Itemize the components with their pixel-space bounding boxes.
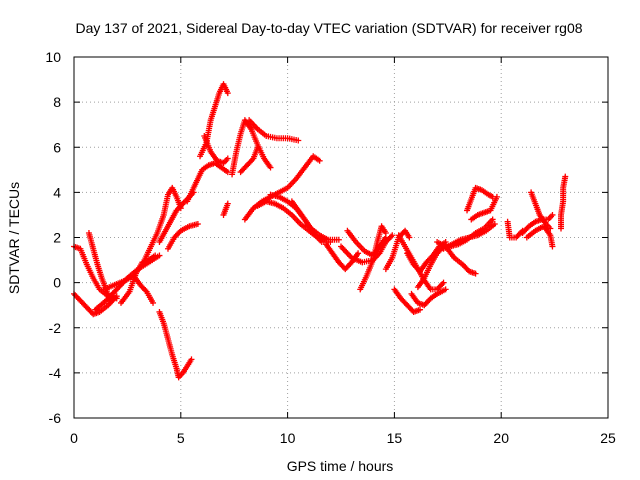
data-point — [113, 293, 120, 300]
y-tick-label: 10 — [45, 49, 61, 65]
y-axis-title: SDTVAR / TECUs — [6, 182, 22, 294]
data-point — [562, 173, 569, 180]
x-axis-title: GPS time / hours — [287, 458, 394, 474]
y-tick-label: 0 — [53, 275, 61, 291]
data-point — [442, 286, 449, 293]
data-point — [316, 157, 323, 164]
data-point — [188, 356, 195, 363]
data-point — [440, 279, 447, 286]
axis-ticks: 0 5 10 15 20 25 -6 -4 -2 0 2 4 6 8 10 — [45, 49, 616, 446]
data-point — [493, 193, 500, 200]
data-point — [491, 220, 498, 227]
data-point — [389, 232, 396, 239]
data-point — [549, 211, 556, 218]
data-point — [224, 200, 231, 207]
data-point — [382, 229, 389, 236]
grid — [74, 57, 608, 418]
data-point — [224, 90, 231, 97]
data-point — [549, 243, 556, 250]
data-point — [224, 155, 231, 162]
data-point — [489, 216, 496, 223]
data-point — [472, 270, 479, 277]
chart-title: Day 137 of 2021, Sidereal Day-to-day VTE… — [75, 20, 582, 36]
x-tick-label: 0 — [70, 430, 78, 446]
y-tick-label: -2 — [49, 320, 62, 336]
x-tick-label: 25 — [600, 430, 616, 446]
y-tick-label: 6 — [53, 139, 61, 155]
y-tick-label: 8 — [53, 94, 61, 110]
y-tick-label: 4 — [53, 184, 61, 200]
data-point — [194, 220, 201, 227]
data-point — [254, 144, 261, 151]
data-point — [152, 252, 159, 259]
data-points — [71, 81, 569, 381]
x-tick-label: 20 — [493, 430, 509, 446]
data-point — [267, 164, 274, 171]
data-point — [417, 306, 424, 313]
data-point — [547, 225, 554, 232]
data-point — [335, 236, 342, 243]
y-tick-label: 2 — [53, 230, 61, 246]
x-tick-label: 10 — [280, 430, 296, 446]
y-tick-label: -6 — [49, 410, 62, 426]
data-point — [406, 234, 413, 241]
data-point — [355, 250, 362, 257]
x-tick-label: 5 — [177, 430, 185, 446]
y-tick-label: -4 — [49, 365, 62, 381]
data-point — [295, 137, 302, 144]
data-point — [150, 299, 157, 306]
x-tick-label: 15 — [387, 430, 403, 446]
